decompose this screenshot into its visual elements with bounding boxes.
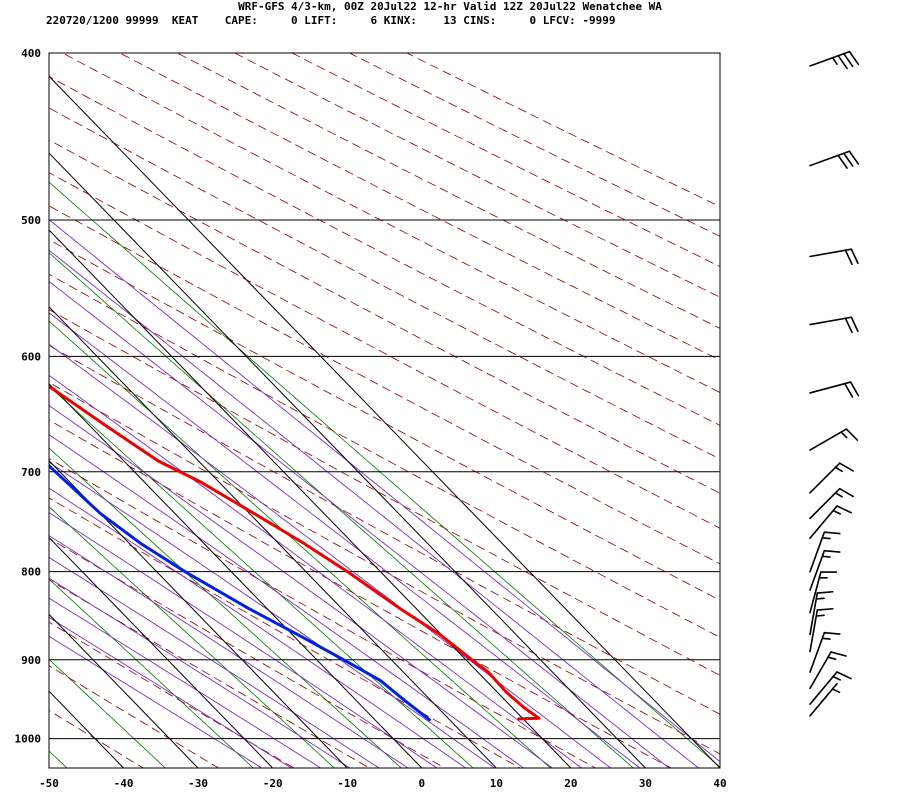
wind-barb: [809, 487, 854, 520]
mixing-ratio-line: [49, 750, 68, 768]
isotherm: [49, 306, 498, 768]
x-tick-label: 30: [639, 777, 652, 790]
moist-adiabat: [49, 249, 700, 768]
wind-barb: [809, 549, 841, 591]
y-tick-label: 1000: [15, 733, 42, 746]
isotherm: [49, 229, 572, 768]
moist-adiabat: [49, 616, 293, 768]
x-tick-label: 0: [418, 777, 425, 790]
isotherm: [49, 767, 50, 768]
wind-barb: [809, 531, 841, 573]
x-tick-label: -40: [114, 777, 134, 790]
y-tick-label: 600: [21, 350, 41, 363]
wind-barb: [809, 571, 838, 614]
dry-adiabat: [119, 53, 720, 361]
dry-adiabat: [49, 76, 720, 426]
wind-barb: [809, 462, 854, 494]
dry-adiabat: [49, 419, 672, 768]
y-tick-label: 500: [21, 214, 41, 227]
sounding-stats: 220720/1200 99999 KEAT CAPE: 0 LIFT: 6 K…: [46, 14, 616, 27]
x-tick-label: -20: [263, 777, 283, 790]
dry-adiabat: [291, 53, 720, 267]
isotherm: [49, 613, 199, 768]
dry-adiabat: [49, 709, 144, 768]
background-lines: [49, 53, 720, 768]
wind-barb: [809, 651, 847, 690]
axis-ticks: -50 -40 -30 -20 -10 0 10 20 30 40 400 500 600 700 800 9…: [15, 47, 727, 790]
dry-adiabat: [348, 53, 720, 237]
wind-barb: [809, 248, 859, 266]
moist-adiabat: [49, 280, 670, 768]
y-tick-label: 700: [21, 466, 41, 479]
mixing-ratio-line: [49, 181, 720, 768]
wind-barb: [809, 631, 841, 673]
moist-adiabat: [49, 434, 525, 768]
y-tick-label: 900: [21, 654, 41, 667]
mixing-ratio-line: [49, 252, 634, 768]
wind-barb: [809, 590, 834, 636]
wind-barb: [809, 428, 859, 451]
isotherm: [49, 536, 274, 768]
wind-barb: [809, 150, 860, 169]
moist-adiabat: [49, 597, 322, 768]
wind-barb: [809, 682, 841, 717]
dry-adiabat: [49, 309, 720, 676]
dewpoint-profile: [49, 463, 431, 722]
mixing-ratio-line: [49, 578, 254, 768]
x-tick-label: 10: [490, 777, 503, 790]
x-tick-label: -30: [188, 777, 208, 790]
wind-barb: [809, 50, 860, 70]
moist-adiabat: [49, 635, 263, 768]
chart-title: WRF-GFS 4/3-km, 00Z 20Jul22 12-hr Valid …: [238, 0, 662, 13]
dry-adiabat: [49, 579, 371, 768]
moist-adiabat: [49, 219, 720, 763]
moist-adiabat: [49, 577, 351, 768]
dry-adiabat: [49, 345, 720, 715]
moist-adiabat: [49, 461, 496, 768]
y-tick-label: 800: [21, 566, 41, 579]
wind-barb: [809, 505, 852, 539]
mixing-ratio-line: [49, 658, 166, 768]
temperature-profile: [49, 384, 541, 721]
moist-adiabat: [49, 512, 438, 768]
y-tick-label: 400: [21, 47, 41, 60]
profiles: [49, 384, 541, 722]
isotherm: [49, 152, 647, 768]
isotherm: [49, 382, 423, 768]
wind-barb: [809, 607, 834, 653]
moist-adiabat: [49, 343, 612, 768]
moist-adiabat: [49, 405, 554, 768]
plot-frame: [48, 52, 721, 769]
isotherm: [49, 459, 348, 768]
moist-adiabat: [49, 487, 467, 768]
grid: [49, 53, 720, 768]
dry-adiabat: [176, 53, 720, 329]
x-tick-label: 20: [564, 777, 577, 790]
moist-adiabat: [49, 556, 380, 768]
mixing-ratio-line: [49, 506, 335, 768]
x-tick-label: 40: [713, 777, 726, 790]
dry-adiabat: [49, 665, 220, 768]
wind-barbs: [809, 50, 860, 717]
dry-adiabat: [49, 107, 720, 460]
moist-adiabat: [49, 535, 409, 768]
dry-adiabat: [233, 53, 720, 298]
x-tick-label: -50: [39, 777, 59, 790]
dry-adiabat: [49, 381, 720, 755]
x-tick-label: -10: [337, 777, 357, 790]
wind-barb: [809, 316, 859, 334]
wind-barb: [809, 381, 860, 398]
dry-adiabat: [49, 239, 720, 601]
moist-adiabat: [49, 312, 641, 768]
mixing-ratio-line: [49, 447, 402, 768]
moist-adiabat: [49, 374, 583, 768]
dry-adiabat: [49, 458, 597, 768]
dry-adiabat: [49, 205, 720, 565]
mixing-ratio-line: [49, 320, 552, 768]
isotherm: [49, 75, 720, 768]
wind-barb: [809, 671, 852, 705]
